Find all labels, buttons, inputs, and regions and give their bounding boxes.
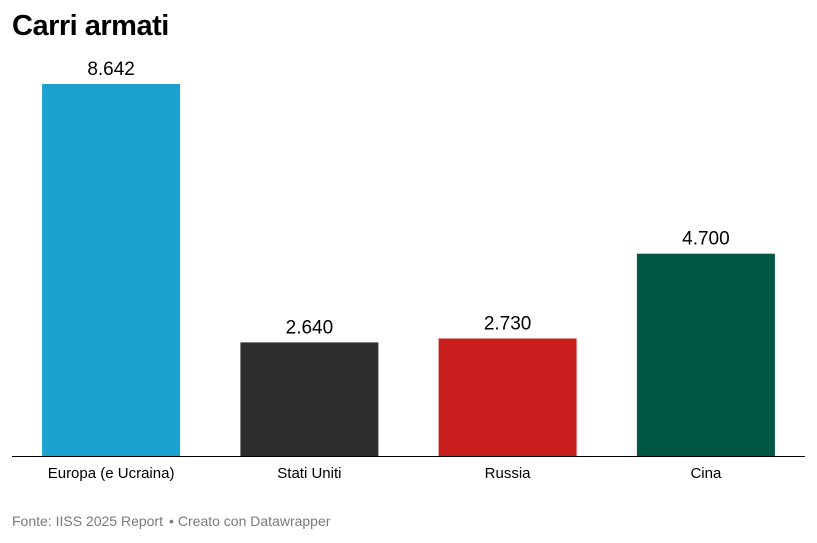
footer-separator: •	[168, 513, 174, 529]
chart-footer: Fonte: IISS 2025 Report • Creato con Dataw…	[12, 513, 330, 529]
datawrapper-credit-link[interactable]: Creato con Datawrapper	[177, 513, 331, 529]
bar-2	[240, 342, 379, 456]
bar-4	[636, 253, 775, 456]
bars-layer: 8.642 Europa (e Ucraina) 2.640 Stati Uniti 2…	[42, 59, 775, 482]
category-label: Cina	[690, 465, 722, 482]
bar-value-label: 2.730	[484, 314, 532, 335]
category-label: Russia	[485, 465, 532, 482]
chart-title: Carri armati	[12, 10, 169, 42]
bar-value-label: 8.642	[87, 59, 135, 80]
bar-value-label: 4.700	[682, 229, 730, 250]
category-label: Europa (e Ucraina)	[48, 465, 175, 482]
category-label: Stati Uniti	[277, 465, 341, 482]
bar-chart: 8.642 Europa (e Ucraina) 2.640 Stati Uniti 2…	[12, 59, 805, 482]
bar-3	[438, 338, 577, 456]
bar-1	[42, 84, 181, 456]
source-note: Fonte: IISS 2025 Report	[12, 513, 163, 529]
bar-value-label: 2.640	[286, 317, 334, 338]
